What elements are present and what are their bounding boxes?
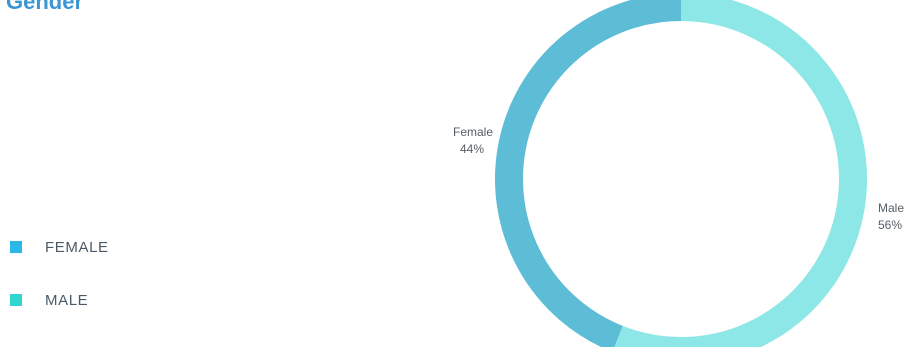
donut-slice-female[interactable]	[495, 0, 682, 347]
legend-item-female[interactable]: FEMALE	[10, 237, 109, 257]
slice-label-male: Male	[878, 201, 904, 215]
legend-label-female: FEMALE	[45, 238, 109, 256]
legend-swatch-male	[10, 294, 22, 306]
legend-label-male: MALE	[45, 291, 89, 309]
chart-title: Gender	[6, 0, 84, 14]
slice-label-female: Female	[453, 125, 493, 139]
slice-percent-male: 56%	[878, 218, 902, 232]
legend-item-male[interactable]: MALE	[10, 290, 109, 310]
donut-slice-male[interactable]	[614, 0, 867, 347]
slice-percent-female: 44%	[460, 142, 484, 156]
chart-legend: FEMALE MALE	[10, 237, 109, 343]
legend-swatch-female	[10, 241, 22, 253]
